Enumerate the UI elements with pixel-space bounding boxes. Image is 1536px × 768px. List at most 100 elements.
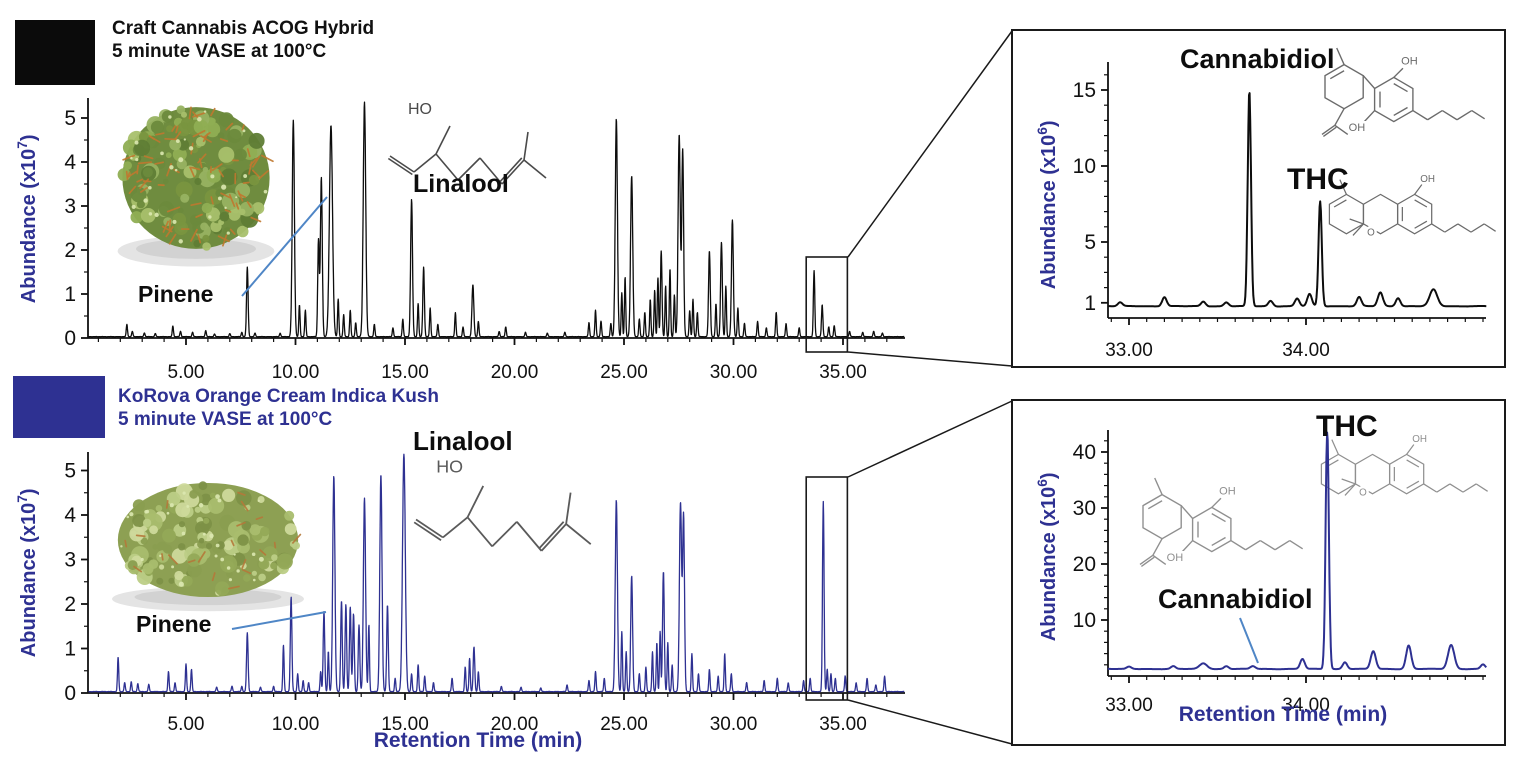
- bud-texture: [217, 132, 225, 140]
- y-tick-label: 5: [1084, 231, 1096, 254]
- bud-pistil: [211, 163, 223, 171]
- bud-texture: [202, 242, 211, 251]
- bud-texture: [175, 181, 193, 199]
- bond: [1414, 184, 1423, 195]
- bud-highlight: [178, 239, 183, 244]
- thc-label-inset-top: THC: [1287, 163, 1349, 196]
- bud-pistil: [222, 234, 228, 247]
- chromatogram-trace-inset-bottom: [1107, 431, 1488, 671]
- bud-pistil: [192, 129, 206, 138]
- bud-texture: [149, 525, 159, 535]
- bud-highlight: [186, 505, 190, 508]
- bud-pistil: [292, 533, 302, 544]
- bond: [1245, 539, 1261, 551]
- bud-pistil: [228, 193, 236, 208]
- bond: [1154, 477, 1163, 495]
- zoom-region-box-main-bottom: [805, 476, 849, 701]
- atom-label: O: [1359, 487, 1367, 498]
- bud-highlight: [235, 196, 238, 199]
- bud-texture: [289, 540, 297, 548]
- bond: [1470, 223, 1485, 233]
- bud-texture: [271, 554, 278, 561]
- bud-texture: [284, 510, 295, 521]
- y-tick-label: 15: [1073, 79, 1096, 102]
- bud-texture: [178, 543, 186, 551]
- bud-texture: [238, 208, 246, 216]
- bud-texture: [209, 492, 216, 499]
- y-axis-label-paren: ): [17, 134, 40, 142]
- double-bond: [1211, 513, 1226, 523]
- bud-texture: [180, 193, 190, 203]
- y-tick-label: 3: [64, 549, 76, 572]
- bud-pistil: [175, 125, 179, 134]
- bond: [1139, 554, 1154, 566]
- bud-texture: [165, 152, 172, 159]
- bud-pistil: [202, 133, 209, 143]
- bud-highlight: [174, 168, 178, 172]
- linalool-label-bottom: Linalool: [413, 426, 513, 456]
- bud-highlight: [252, 578, 256, 582]
- bud-texture: [159, 564, 165, 570]
- sample-title-top-line1: Craft Cannabis ACOG Hybrid: [112, 18, 375, 39]
- y-axis-label-text: Abundance (x10: [17, 148, 40, 304]
- bud-highlight: [143, 198, 148, 203]
- sample-title-bottom-line2: 5 minute VASE at 100°C: [118, 409, 333, 430]
- bud-texture: [201, 202, 213, 214]
- bud-highlight: [233, 553, 236, 556]
- bud-pistil: [126, 171, 131, 179]
- bud-pistil: [137, 161, 153, 165]
- bud-texture: [142, 167, 153, 178]
- atom-label: OH: [1349, 122, 1366, 134]
- bud-texture: [208, 497, 225, 514]
- bud-pistil: [237, 491, 246, 496]
- bud-pistil: [161, 553, 164, 561]
- bud-texture: [218, 112, 234, 128]
- bud-pistil: [246, 201, 252, 208]
- bud-texture: [193, 239, 201, 248]
- bud-texture: [276, 553, 293, 570]
- bud-highlight: [208, 215, 212, 219]
- bud-texture: [144, 513, 163, 532]
- y-tick-label: 40: [1073, 441, 1096, 464]
- ho-label: HO: [436, 456, 463, 476]
- bud-texture: [218, 146, 235, 163]
- zoom-region-box-main-top: [805, 256, 849, 353]
- bond: [1180, 505, 1194, 519]
- y-axis-label-text: Abundance (x10: [1037, 486, 1060, 642]
- bud-highlight: [198, 503, 204, 508]
- bud-texture: [172, 147, 187, 162]
- y-axis-label-paren: ): [17, 488, 40, 496]
- bud-highlight: [242, 129, 246, 133]
- atom-label: OH: [1167, 552, 1184, 564]
- bond: [1362, 75, 1376, 89]
- bud-pistil: [143, 155, 154, 160]
- bud-texture: [219, 211, 230, 222]
- linalool-label-top: Linalool: [413, 170, 509, 198]
- bud-pistil: [259, 549, 267, 556]
- bond: [415, 518, 444, 539]
- bud-texture: [152, 544, 158, 550]
- bud-pistil: [148, 135, 155, 140]
- cannabis-bud-photo: [111, 481, 305, 612]
- bud-pistil: [210, 107, 216, 117]
- double-bond: [1333, 199, 1347, 208]
- cannabidiol-label-inset-top: Cannabidiol: [1180, 44, 1335, 74]
- bud-pistil: [167, 554, 178, 565]
- double-bond: [1329, 70, 1345, 80]
- bond: [540, 523, 567, 552]
- bud-texture: [215, 581, 230, 596]
- bond: [565, 523, 592, 545]
- bond: [1274, 539, 1291, 551]
- bud-pistil: [124, 539, 128, 548]
- bud-pistil: [228, 585, 240, 590]
- x-axis-label-inset-bottom: Retention Time (min): [1178, 703, 1388, 726]
- bud-pistil: [225, 122, 234, 131]
- zoom-connector-line: [847, 351, 1013, 367]
- bud-highlight: [183, 138, 186, 141]
- x-tick-label: 33.00: [1105, 340, 1153, 361]
- pinene-label-bottom: Pinene: [136, 611, 212, 637]
- bond: [466, 485, 485, 518]
- atom-label: OH: [1420, 174, 1435, 185]
- y-axis-label-text: Abundance (x10: [17, 502, 40, 658]
